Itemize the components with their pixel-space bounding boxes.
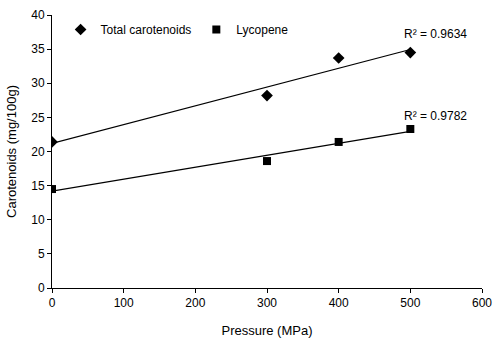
svg-text:R² = 0.9782: R² = 0.9782 xyxy=(404,109,467,123)
svg-text:0: 0 xyxy=(38,281,45,295)
svg-text:0: 0 xyxy=(49,296,56,310)
svg-text:20: 20 xyxy=(31,145,45,159)
svg-text:Pressure (MPa): Pressure (MPa) xyxy=(221,323,312,338)
svg-text:500: 500 xyxy=(400,296,420,310)
svg-text:Total carotenoids: Total carotenoids xyxy=(101,23,192,37)
svg-text:10: 10 xyxy=(31,213,45,227)
svg-text:300: 300 xyxy=(257,296,277,310)
svg-text:25: 25 xyxy=(31,111,45,125)
svg-text:R² = 0.9634: R² = 0.9634 xyxy=(404,27,467,41)
svg-text:600: 600 xyxy=(472,296,492,310)
svg-text:400: 400 xyxy=(329,296,349,310)
svg-text:35: 35 xyxy=(31,42,45,56)
svg-text:Carotenoids (mg/100g): Carotenoids (mg/100g) xyxy=(4,85,19,218)
svg-text:40: 40 xyxy=(31,8,45,22)
svg-text:5: 5 xyxy=(38,247,45,261)
svg-text:Lycopene: Lycopene xyxy=(236,23,288,37)
svg-text:30: 30 xyxy=(31,76,45,90)
svg-text:100: 100 xyxy=(114,296,134,310)
svg-text:15: 15 xyxy=(31,179,45,193)
svg-text:200: 200 xyxy=(185,296,205,310)
